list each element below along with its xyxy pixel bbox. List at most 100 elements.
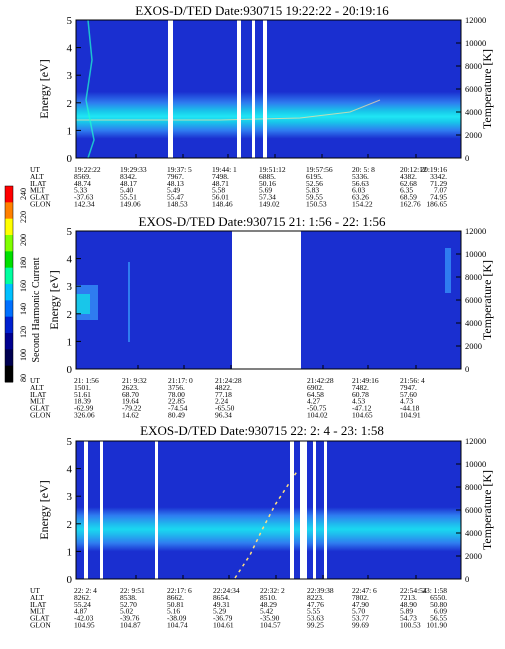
ytick-label: 2	[67, 519, 73, 531]
table-cell: 5.69	[259, 186, 272, 195]
panel-1-y2ticks: 0 2000 4000 6000 8000 10000 12000	[456, 15, 486, 163]
table-cell: 6885.	[259, 172, 276, 181]
colorbar-swatch	[5, 235, 13, 252]
table-cell: 19:22:22	[74, 165, 101, 174]
table-cell: 5.58	[212, 186, 225, 195]
table-cell: 64.58	[307, 390, 324, 399]
colorbar-label: Second Harmonic Current	[31, 257, 42, 362]
y2tick-label: 8000	[465, 272, 482, 282]
table-cell: 19:51:12	[259, 165, 286, 174]
table-cell: 100.53	[400, 621, 421, 630]
y2tick-label: 12000	[465, 226, 486, 236]
ytick-label: 4	[67, 43, 73, 55]
ytick-label: 0	[67, 574, 73, 586]
table-cell: 56.55	[430, 614, 447, 623]
table-cell: 104.87	[120, 621, 141, 630]
table-cell: 68.70	[122, 390, 139, 399]
table-cell: -62.99	[74, 404, 94, 413]
table-cell: 154.22	[352, 200, 373, 209]
colorbar-swatch	[5, 316, 13, 334]
panel-1-gap-4	[263, 20, 267, 158]
table-row-label: UT	[30, 165, 40, 174]
panel-1-spike	[85, 19, 95, 159]
table-cell: 149.02	[259, 200, 280, 209]
table-cell: 5.33	[74, 186, 87, 195]
table-cell: 49.31	[213, 600, 230, 609]
table-row-label: GLON	[30, 200, 51, 209]
table-cell: 6.09	[434, 607, 447, 616]
table-cell: 77.18	[215, 390, 232, 399]
colorbar-tick-label: 240	[19, 188, 28, 200]
table-cell: 5.89	[400, 607, 413, 616]
table-cell: 8654.	[213, 593, 230, 602]
table-cell: 22: 9:51	[120, 586, 145, 595]
table-cell: -50.75	[307, 404, 327, 413]
table-cell: 1501.	[74, 383, 91, 392]
table-cell: 104.61	[213, 621, 234, 630]
panel-3-gap-1	[84, 441, 88, 579]
table-cell: 149.06	[120, 200, 141, 209]
table-cell: 22: 2: 4	[74, 586, 97, 595]
panel-1-gap-3	[252, 20, 255, 158]
panel-1-ylabel: Energy [eV]	[37, 59, 51, 118]
colorbar: 240 220 200 180 160 140 120 100 80 Second Harmon…	[4, 185, 42, 383]
panel-1-orbit-table: UTALTILATMLTGLATGLON19:22:228569.48.745.…	[30, 154, 462, 209]
table-cell: -35.90	[260, 614, 280, 623]
panel-3-yticks: 0 1 2 3 4 5	[67, 436, 81, 586]
table-cell: -37.63	[74, 193, 94, 202]
table-cell: 21:42:28	[307, 376, 334, 385]
table-cell: 4.27	[307, 397, 320, 406]
table-cell: 148.46	[212, 200, 233, 209]
y2tick-label: 8000	[465, 482, 482, 492]
table-cell: 148.53	[167, 200, 188, 209]
table-cell: 7482.	[352, 383, 369, 392]
ytick-label: 0	[67, 364, 73, 376]
panel-2-y2label: Temperature [K]	[480, 260, 494, 340]
table-row-label: ILAT	[30, 600, 47, 609]
table-cell: 4822.	[215, 383, 232, 392]
table-cell: -44.18	[400, 404, 420, 413]
table-cell: -36.79	[213, 614, 233, 623]
panel-3-gap-6	[313, 441, 316, 579]
table-cell: 19:37: 5	[167, 165, 192, 174]
ytick-label: 3	[67, 281, 73, 293]
table-cell: 5.42	[260, 607, 273, 616]
ytick-label: 4	[67, 254, 73, 266]
table-cell: 4.53	[352, 397, 365, 406]
colorbar-tick-label: 220	[19, 211, 28, 223]
table-cell: 4.87	[74, 607, 87, 616]
table-cell: 62.68	[400, 179, 417, 188]
y2tick-label: 6000	[465, 295, 482, 305]
table-cell: 78.00	[168, 390, 185, 399]
panel-2-data-gap	[232, 231, 301, 369]
panel-3-y2ticks: 0 2000 4000 6000 8000 10000 12000	[456, 436, 486, 584]
panel-3-gap-3	[155, 441, 158, 579]
colorbar-ticks: 240 220 200 180 160 140 120 100 80	[19, 188, 28, 382]
table-cell: 19:29:33	[120, 165, 147, 174]
table-cell: 8342.	[120, 172, 137, 181]
ytick-label: 3	[67, 491, 73, 503]
colorbar-tick-label: 160	[19, 280, 28, 292]
panel-2-ylabel: Energy [eV]	[47, 270, 61, 329]
table-cell: 7.07	[434, 186, 447, 195]
ytick-label: 1	[67, 546, 73, 558]
table-cell: 21:24:28	[215, 376, 242, 385]
table-cell: 21:56: 4	[400, 376, 425, 385]
table-cell: 20: 5: 8	[352, 165, 375, 174]
table-cell: 7967.	[167, 172, 184, 181]
y2tick-label: 10000	[465, 459, 486, 469]
table-cell: 48.74	[74, 179, 91, 188]
panel-1-gap-2	[237, 20, 241, 158]
colorbar-tick-label: 120	[19, 326, 28, 338]
y2tick-label: 0	[465, 364, 469, 374]
table-cell: 74.95	[430, 193, 447, 202]
table-cell: 60.78	[352, 390, 369, 399]
colorbar-tick-label: 140	[19, 303, 28, 315]
ytick-label: 0	[67, 153, 73, 165]
panel-3: EXOS-D/TED Date:930715 22: 2: 4 - 23: 1:…	[30, 423, 494, 630]
table-cell: 8538.	[120, 593, 137, 602]
table-cell: 6902.	[307, 383, 324, 392]
table-cell: 68.59	[400, 193, 417, 202]
table-cell: 59.55	[306, 193, 323, 202]
